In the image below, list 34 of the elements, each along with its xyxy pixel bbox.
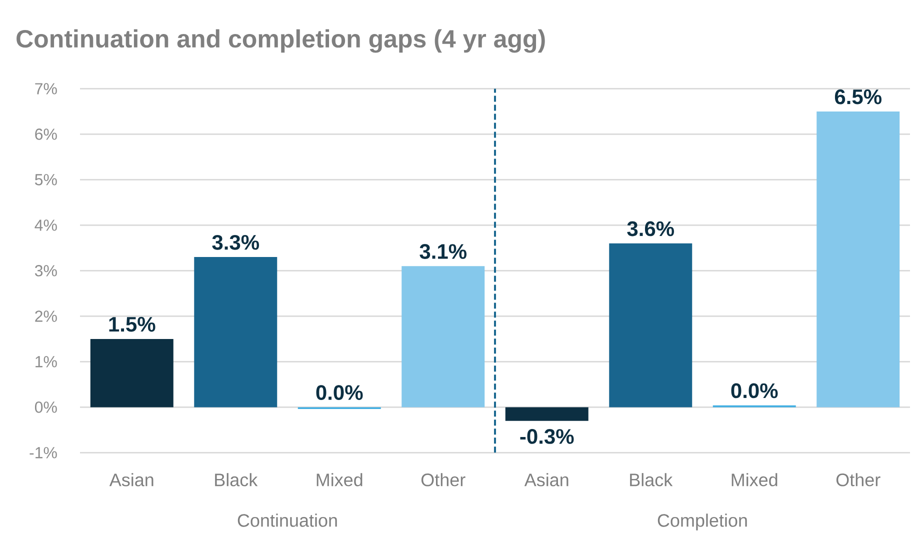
data-label: 3.6% [627,221,674,236]
bar [402,266,485,408]
x-axis-title: Completion [658,514,747,530]
x-tick-label: Black [630,473,673,486]
bar [90,338,174,408]
x-tick-label: Asian [524,473,568,486]
y-tick-label: 4% [34,220,57,231]
data-label: 6.5% [834,89,882,104]
data-label: 3.1% [420,244,466,259]
y-tick-label: -1% [30,447,57,458]
y-tick-label: 2% [35,310,57,322]
x-tick-label: Mixed [316,473,362,486]
bar [505,407,588,421]
chart-title: Continuation and completion gaps (4 yr agg) [16,29,545,53]
x-tick-label: Asian [109,473,154,486]
data-label: 1.5% [109,316,156,332]
bar [816,111,900,408]
x-tick-label: Black [215,473,258,486]
x-tick-label: Other [836,473,880,486]
y-tick-label: 6% [35,128,57,140]
x-axis-title: Continuation [238,514,337,527]
y-tick-label: 3% [34,265,57,276]
x-tick-label: Mixed [732,473,778,486]
y-tick-label: 5% [34,174,57,186]
bar [194,257,278,408]
data-label: 0.0% [316,385,363,400]
y-tick-label: 0% [34,402,57,413]
data-label: -0.3% [520,429,574,444]
x-tick-label: Other [421,473,466,486]
data-label: 0.0% [731,383,778,398]
y-tick-label: 1% [36,356,57,368]
y-tick-label: 7% [35,83,57,94]
bar [609,243,692,408]
data-label: 3.3% [212,234,259,250]
